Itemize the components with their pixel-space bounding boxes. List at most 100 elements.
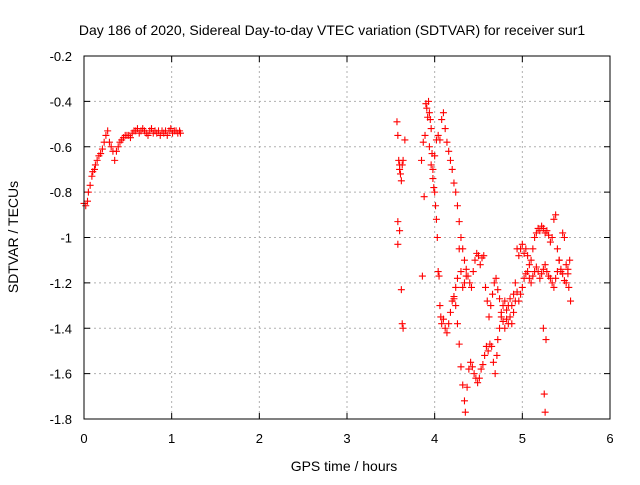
data-point [539, 224, 547, 232]
data-point [398, 320, 406, 328]
data-point [450, 295, 458, 303]
data-point [457, 268, 465, 276]
data-point [126, 134, 134, 142]
x-tick-label: 4 [431, 431, 438, 446]
data-point [112, 147, 120, 155]
data-point [461, 408, 469, 416]
data-point [531, 234, 539, 241]
data-point [553, 268, 561, 276]
data-point [176, 129, 184, 137]
x-tick-label: 5 [519, 431, 526, 446]
data-point [522, 245, 530, 253]
data-point [497, 313, 505, 321]
data-point [91, 165, 99, 173]
data-point [489, 290, 497, 298]
data-point [525, 261, 533, 269]
data-point [105, 138, 113, 146]
data-point [540, 390, 548, 398]
data-point [492, 274, 500, 282]
data-point [394, 240, 402, 248]
data-point [427, 161, 435, 169]
data-point [443, 329, 451, 337]
data-point [529, 272, 537, 280]
data-point [469, 268, 477, 276]
data-point [448, 165, 456, 173]
data-point [445, 320, 453, 328]
data-point [88, 172, 96, 180]
data-point [476, 261, 484, 269]
data-point [546, 238, 554, 246]
data-point [82, 202, 90, 210]
data-point [542, 336, 550, 344]
data-point [545, 231, 553, 239]
data-point [548, 279, 556, 287]
data-point [399, 156, 407, 164]
data-point [493, 351, 501, 359]
data-point [397, 286, 405, 294]
data-point [539, 265, 547, 273]
plot-frame [83, 55, 611, 420]
x-tick-label: 2 [256, 431, 263, 446]
data-point [148, 125, 156, 133]
x-axis-label: GPS time / hours [291, 458, 398, 474]
data-point [450, 179, 458, 187]
data-point [552, 211, 560, 219]
y-tick-label: -1.4 [50, 321, 72, 336]
data-point [480, 252, 488, 260]
data-point [114, 143, 122, 151]
data-point [443, 138, 451, 146]
data-point [471, 256, 479, 264]
data-point [536, 227, 544, 235]
data-point [393, 118, 401, 126]
data-point [534, 268, 542, 276]
data-point [431, 188, 439, 196]
data-point [550, 215, 558, 223]
data-point [434, 131, 442, 139]
data-point [567, 297, 575, 305]
data-point [446, 156, 454, 164]
data-point [418, 156, 426, 164]
data-point [506, 313, 514, 321]
data-point [460, 397, 468, 405]
data-point [452, 283, 460, 291]
y-tick-label: -1.8 [50, 412, 72, 427]
data-points [80, 97, 575, 416]
data-point [499, 317, 507, 325]
data-point [459, 283, 467, 291]
y-tick-label: -1.6 [50, 367, 72, 382]
data-point [475, 374, 483, 382]
data-point [559, 229, 567, 237]
data-point [441, 324, 449, 332]
data-point [421, 131, 429, 139]
data-point [438, 320, 446, 328]
data-point [435, 272, 443, 280]
data-point [503, 315, 511, 323]
data-point [501, 297, 509, 305]
data-point [463, 383, 471, 391]
y-tick-label: -0.8 [50, 185, 72, 200]
data-point [459, 381, 467, 389]
data-point [510, 308, 518, 316]
data-point [401, 136, 409, 144]
data-point [524, 252, 532, 260]
data-point [517, 290, 525, 298]
data-point [436, 302, 444, 310]
x-tick-label: 1 [168, 431, 175, 446]
data-point [455, 245, 463, 253]
data-point [506, 295, 514, 303]
data-point [144, 131, 152, 139]
x-tick-label: 3 [343, 431, 350, 446]
data-point [431, 152, 439, 160]
data-point [425, 97, 433, 105]
data-point [465, 365, 473, 373]
data-point [432, 215, 440, 223]
data-point [527, 256, 535, 264]
data-point [427, 125, 435, 133]
data-point [496, 295, 504, 303]
data-point [394, 131, 402, 139]
data-point [163, 131, 171, 139]
data-point [446, 308, 454, 316]
data-point [494, 336, 502, 344]
data-point [560, 234, 568, 241]
